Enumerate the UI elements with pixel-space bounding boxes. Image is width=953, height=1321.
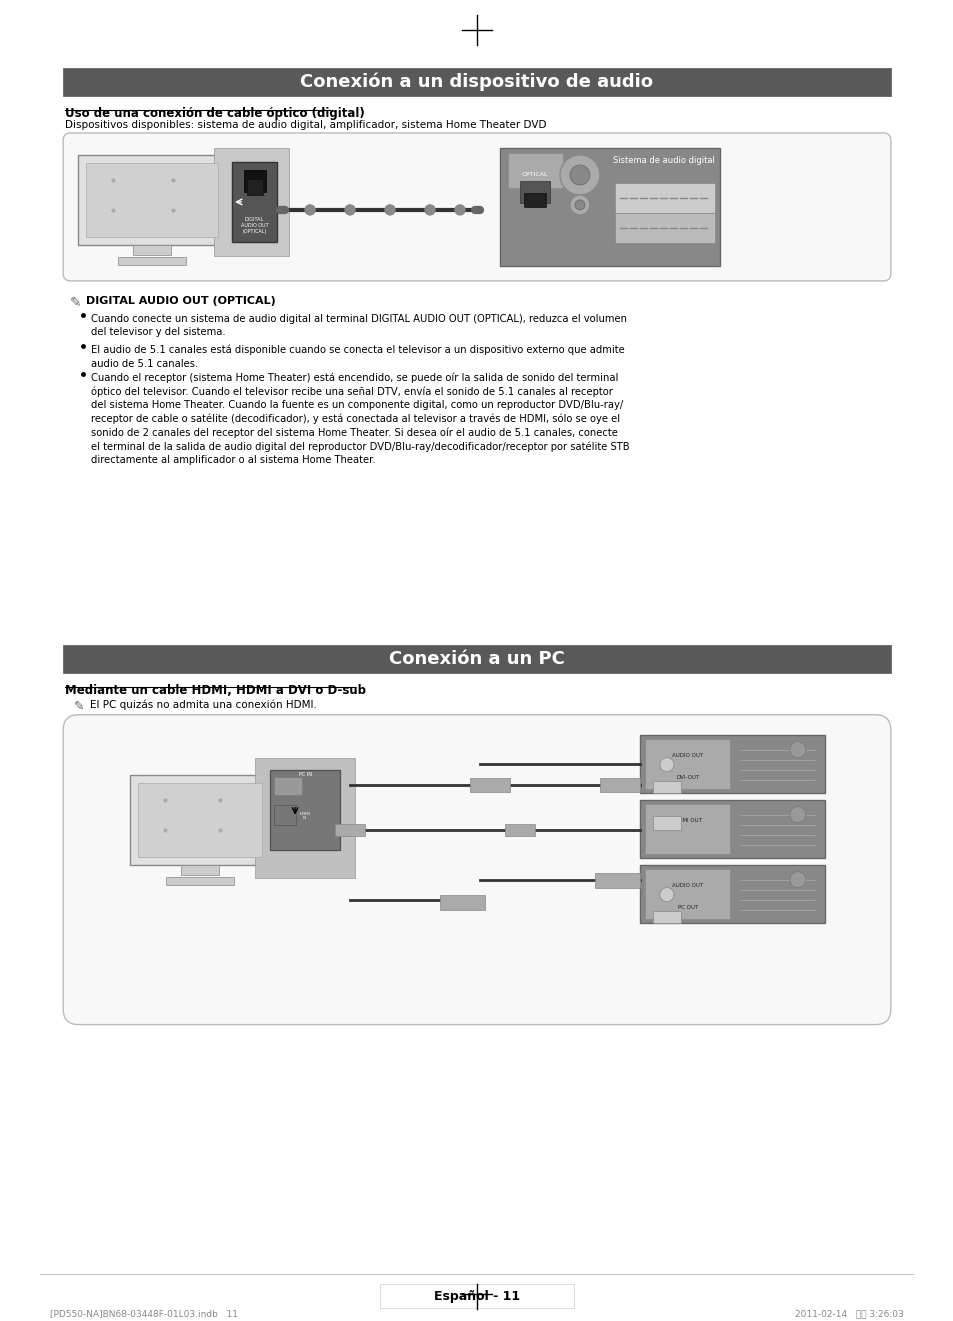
Text: [PD550-NA]BN68-03448F-01L03.indb   11: [PD550-NA]BN68-03448F-01L03.indb 11	[51, 1309, 238, 1318]
Bar	[274, 804, 295, 824]
Circle shape	[789, 741, 805, 758]
Bar	[181, 865, 219, 875]
Text: El PC quizás no admita una conexión HDMI.: El PC quizás no admita una conexión HDMI…	[91, 700, 316, 711]
Text: Uso de una conexión de cable óptico (digital): Uso de una conexión de cable óptico (dig…	[65, 107, 365, 120]
Text: Dispositivos disponibles: sistema de audio digital, amplificador, sistema Home T: Dispositivos disponibles: sistema de aud…	[65, 120, 546, 129]
Bar	[644, 869, 729, 918]
Bar	[78, 155, 226, 244]
Bar	[507, 153, 562, 188]
FancyBboxPatch shape	[63, 133, 890, 281]
Bar	[470, 778, 510, 791]
Text: DIGITAL
AUDIO OUT
(OPTICAL): DIGITAL AUDIO OUT (OPTICAL)	[240, 217, 268, 234]
Bar	[599, 778, 639, 791]
Bar	[504, 824, 535, 836]
Text: Mediante un cable HDMI, HDMI a DVI o D-sub: Mediante un cable HDMI, HDMI a DVI o D-s…	[65, 684, 366, 696]
Text: Conexión a un PC: Conexión a un PC	[389, 650, 564, 667]
Bar	[130, 774, 270, 865]
Bar	[213, 148, 289, 256]
Circle shape	[455, 205, 464, 215]
Bar	[652, 815, 680, 830]
Bar	[86, 162, 218, 236]
Bar	[523, 193, 545, 207]
Circle shape	[425, 205, 435, 215]
Bar	[254, 758, 355, 877]
Bar	[118, 256, 186, 266]
Text: 2011-02-14   오후 3:26:03: 2011-02-14 오후 3:26:03	[794, 1309, 902, 1318]
Bar	[247, 178, 263, 196]
Bar	[652, 781, 680, 793]
Bar	[439, 894, 484, 910]
Text: Cuando conecte un sistema de audio digital al terminal DIGITAL AUDIO OUT (OPTICA: Cuando conecte un sistema de audio digit…	[91, 314, 626, 337]
Bar	[639, 734, 824, 793]
Bar	[335, 824, 365, 836]
Circle shape	[575, 199, 584, 210]
Bar	[499, 148, 720, 266]
Circle shape	[345, 205, 355, 215]
Circle shape	[659, 758, 673, 771]
Bar	[644, 738, 729, 789]
Bar	[615, 213, 714, 243]
Bar	[274, 777, 302, 795]
Bar	[639, 799, 824, 857]
Circle shape	[569, 165, 589, 185]
Circle shape	[789, 872, 805, 888]
Bar	[652, 910, 680, 922]
Text: Sistema de audio digital: Sistema de audio digital	[613, 156, 714, 165]
Circle shape	[789, 807, 805, 823]
Text: AUDIO OUT: AUDIO OUT	[672, 753, 702, 758]
FancyBboxPatch shape	[63, 715, 890, 1025]
Circle shape	[569, 196, 589, 215]
Bar	[244, 170, 266, 192]
Bar	[519, 181, 549, 203]
Text: Cuando el receptor (sistema Home Theater) está encendido, se puede oír la salida: Cuando el receptor (sistema Home Theater…	[91, 373, 629, 465]
Text: PC IN: PC IN	[298, 771, 312, 777]
Bar	[639, 865, 824, 922]
Bar	[270, 770, 339, 849]
Bar	[63, 67, 890, 96]
Bar	[166, 877, 233, 885]
Bar	[595, 873, 639, 888]
Text: HDMI OUT: HDMI OUT	[673, 818, 701, 823]
Bar	[644, 803, 729, 853]
Circle shape	[305, 205, 314, 215]
Bar	[138, 782, 262, 856]
Circle shape	[659, 888, 673, 902]
Bar	[63, 645, 890, 672]
Bar	[615, 182, 714, 213]
Circle shape	[385, 205, 395, 215]
Text: DVI-OUT: DVI-OUT	[676, 774, 699, 779]
Bar	[232, 162, 276, 242]
Text: AUDIO OUT: AUDIO OUT	[672, 882, 702, 888]
Text: OPTICAL: OPTICAL	[521, 172, 548, 177]
Text: HDMI
IN: HDMI IN	[299, 811, 310, 820]
Text: PC OUT: PC OUT	[677, 905, 698, 910]
Text: Español - 11: Español - 11	[434, 1291, 519, 1303]
Text: Conexión a un dispositivo de audio: Conexión a un dispositivo de audio	[300, 73, 653, 91]
Bar	[133, 244, 171, 255]
Text: El audio de 5.1 canales está disponible cuando se conecta el televisor a un disp: El audio de 5.1 canales está disponible …	[91, 345, 624, 369]
Bar	[379, 1284, 574, 1309]
Text: ✎: ✎	[74, 700, 85, 713]
Text: ✎: ✎	[71, 296, 82, 310]
Circle shape	[559, 155, 599, 196]
Text: DIGITAL AUDIO OUT (OPTICAL): DIGITAL AUDIO OUT (OPTICAL)	[86, 296, 275, 306]
